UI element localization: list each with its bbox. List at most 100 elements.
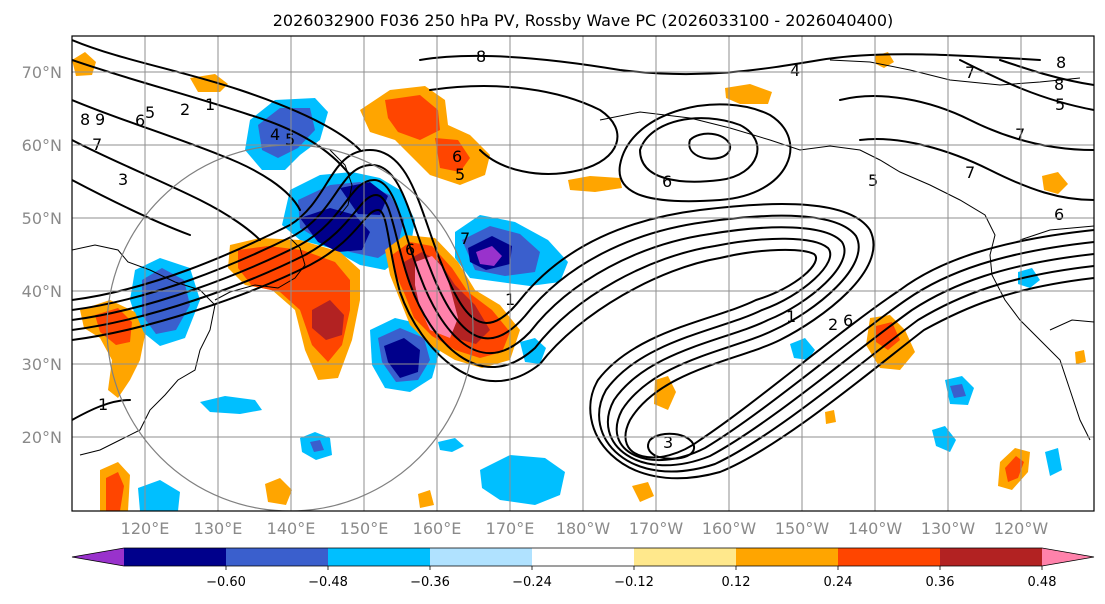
contour-label: 1 — [786, 307, 796, 326]
negative-anomaly-region — [950, 384, 966, 398]
colorbar-swatch — [226, 548, 329, 566]
contour-label: 6 — [843, 311, 853, 330]
contour-label: 6 — [405, 240, 415, 259]
contour-label: 5 — [1055, 95, 1065, 114]
shaded-anomalies — [72, 52, 1086, 511]
positive-anomaly-region — [632, 482, 654, 502]
contour-label: 6 — [1054, 205, 1064, 224]
pv-contour — [959, 59, 1094, 111]
colorbar-tick-label: −0.12 — [614, 575, 654, 590]
lon-tick-label: 160°W — [702, 519, 757, 538]
contour-label: 6 — [452, 147, 462, 166]
colorbar-tick-label: −0.36 — [410, 575, 450, 590]
reference-circle — [106, 144, 474, 511]
coastline-north-america — [1019, 225, 1094, 241]
contour-label: 5 — [868, 171, 878, 190]
contour-labels: 8 9 8 2 1 5 6 3 4 5 7 6 8 7 6 4 5 6 5 7 — [80, 47, 1066, 452]
contour-label: 8 — [476, 47, 486, 66]
coastline-kamchatka — [329, 149, 353, 216]
coastline-mexico — [1049, 319, 1094, 331]
graticule — [72, 36, 1094, 511]
contour-label: 6 — [135, 111, 145, 130]
lon-tick-label: 130°W — [921, 519, 976, 538]
contour-label: 5 — [455, 165, 465, 184]
negative-anomaly-region — [200, 396, 262, 414]
positive-anomaly-region — [95, 308, 132, 345]
pv-contour — [859, 138, 1094, 201]
lon-tick-label: 140°W — [848, 519, 903, 538]
contour-label: 4 — [270, 125, 280, 144]
contour-label: 8 — [1054, 75, 1064, 94]
colorbar-swatch — [124, 548, 227, 566]
contour-label: 6 — [662, 172, 672, 191]
lon-tick-label: 150°W — [775, 519, 830, 538]
figure-title: 2026032900 F036 250 hPa PV, Rossby Wave … — [273, 11, 894, 30]
pv-contour — [72, 399, 131, 421]
contour-label: 9 — [95, 110, 105, 129]
pv-contour — [72, 179, 1094, 467]
colorbar-tick-label: 0.12 — [722, 575, 751, 590]
negative-anomaly-region — [310, 440, 324, 452]
lon-tick-label: 180°W — [556, 519, 611, 538]
positive-anomaly-region — [876, 322, 900, 350]
lon-tick-label: 130°E — [194, 519, 243, 538]
positive-anomaly-region — [1042, 172, 1068, 194]
lat-axis: 70°N 60°N 50°N 40°N 30°N 20°N — [22, 63, 62, 447]
colorbar-tick-label: −0.24 — [512, 575, 552, 590]
contour-label: 3 — [663, 433, 673, 452]
coastlines — [72, 59, 1094, 456]
pv-contour — [72, 209, 1094, 480]
contour-label: 7 — [1015, 125, 1025, 144]
negative-anomaly-region — [932, 426, 956, 452]
contour-label: 3 — [118, 170, 128, 189]
pv-contour — [688, 132, 732, 160]
coastline-arctic — [829, 59, 1081, 86]
positive-anomaly-region — [654, 376, 676, 410]
positive-anomaly-region — [435, 138, 470, 172]
lat-tick-label: 20°N — [22, 428, 62, 447]
colorbar-outline — [71, 547, 1095, 567]
lon-tick-label: 120°W — [994, 519, 1049, 538]
pv-contour — [72, 179, 191, 236]
lat-tick-label: 30°N — [22, 355, 62, 374]
lat-tick-label: 40°N — [22, 282, 62, 301]
colorbar-swatch — [532, 548, 635, 566]
pv-contours — [72, 39, 1094, 480]
contour-label: 4 — [790, 61, 800, 80]
colorbar-tick-label: 0.24 — [824, 575, 853, 590]
lon-axis: 120°E 130°E 140°E 150°E 160°E 170°E 180°… — [121, 519, 1049, 538]
colorbar-swatch — [634, 548, 737, 566]
lat-tick-label: 50°N — [22, 209, 62, 228]
positive-anomaly-region — [568, 176, 622, 192]
negative-anomaly-region — [480, 455, 565, 505]
positive-anomaly-region — [385, 95, 440, 140]
lat-tick-label: 60°N — [22, 136, 62, 155]
contour-label: 1 — [98, 395, 108, 414]
contour-label: 1 — [205, 95, 215, 114]
pv-contour — [72, 149, 1094, 459]
positive-anomaly-region — [312, 300, 344, 340]
contour-label: 5 — [285, 130, 295, 149]
contour-label: 8 — [80, 110, 90, 129]
contour-label: 2 — [828, 315, 838, 334]
negative-anomaly-region — [138, 480, 180, 511]
colorbar-tick-label: −0.60 — [206, 575, 246, 590]
pv-contour — [72, 39, 361, 151]
pv-contour — [639, 117, 759, 183]
contour-label: 2 — [180, 100, 190, 119]
map-panel: 8 9 8 2 1 5 6 3 4 5 7 6 8 7 6 4 5 6 5 7 — [71, 35, 1095, 512]
positive-anomaly-region — [1005, 456, 1024, 482]
colorbar-tick-label: 0.36 — [926, 575, 955, 590]
positive-anomaly-region — [1075, 350, 1086, 364]
lon-tick-label: 140°E — [267, 519, 316, 538]
pv-contour — [429, 85, 619, 175]
pv-contour — [999, 59, 1094, 86]
colorbar-tick-label: −0.48 — [308, 575, 348, 590]
positive-anomaly-region — [106, 472, 124, 511]
pv-contour — [618, 103, 792, 203]
contour-label: 8 — [1056, 53, 1066, 72]
colorbar-extend-high — [1042, 548, 1094, 566]
lat-tick-label: 70°N — [22, 63, 62, 82]
lon-tick-label: 160°E — [413, 519, 462, 538]
lon-tick-label: 170°E — [486, 519, 535, 538]
